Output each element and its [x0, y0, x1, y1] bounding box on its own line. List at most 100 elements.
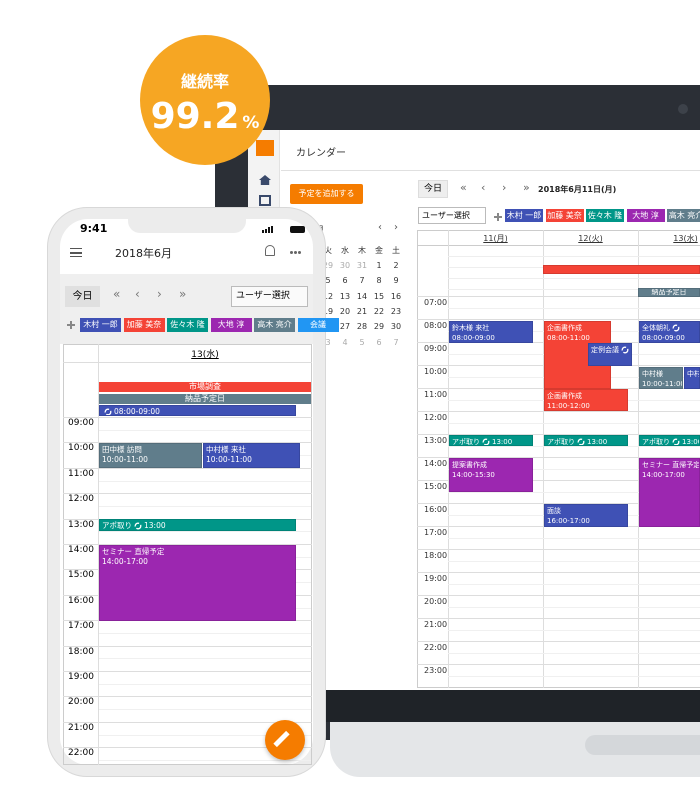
user-chip[interactable]: 佐々木 隆 [586, 209, 624, 222]
mini-day[interactable]: 29 [322, 261, 334, 270]
nav-button[interactable]: ‹ [481, 181, 486, 194]
app-title: カレンダー [296, 148, 346, 159]
user-chip[interactable]: 高木 亮介 [254, 318, 295, 332]
user-chip[interactable]: 加藤 美奈 [545, 209, 584, 222]
event[interactable]: 企画書作成 11:00-12:00 [544, 389, 628, 411]
mini-day[interactable]: 7 [393, 337, 399, 347]
mini-day[interactable]: 5 [325, 276, 331, 286]
nav-button[interactable]: » [523, 181, 530, 194]
hour-label: 11:00 [68, 468, 94, 479]
mini-day[interactable]: 2 [393, 261, 399, 270]
user-chip[interactable]: 大地 淳 [626, 209, 665, 222]
mini-day[interactable]: 15 [373, 291, 385, 301]
event[interactable]: 面談 16:00-17:00 [544, 504, 628, 527]
event[interactable]: 中村様 10:00-11:00 [639, 367, 683, 389]
event[interactable]: 定例会議 [588, 343, 632, 366]
user-chip[interactable]: 会議 [297, 318, 339, 332]
hour-rule [417, 549, 700, 550]
user-select[interactable]: ユーザー選択 [231, 286, 308, 307]
event[interactable]: 提案書作成 14:00-15:30 [449, 458, 533, 492]
event[interactable]: 08:00-09:00 [99, 405, 296, 416]
mini-day[interactable]: 31 [356, 261, 368, 270]
half-hour-rule [448, 652, 700, 654]
mini-nav[interactable]: › [394, 222, 398, 233]
user-chip[interactable]: 大地 淳 [210, 318, 252, 332]
mini-day[interactable]: 6 [376, 337, 382, 347]
event[interactable]: アポ取り 13:00 [99, 519, 296, 531]
mini-day[interactable]: 30 [339, 261, 351, 270]
add-button[interactable]: 予定を追加する [290, 184, 363, 204]
mini-day[interactable]: 9 [393, 276, 399, 286]
nav-button[interactable]: « [460, 181, 467, 194]
signal-bar [262, 230, 264, 233]
half-hour-rule [448, 583, 700, 585]
mini-day[interactable]: 28 [356, 322, 368, 332]
nav-button[interactable]: « [113, 287, 121, 301]
hour-label: 17:00 [424, 528, 448, 537]
mini-nav[interactable]: ‹ [378, 222, 382, 233]
today-button[interactable]: 今日 [65, 286, 100, 307]
mini-day[interactable]: 13 [339, 291, 351, 301]
allday-event[interactable]: 納品予定日 [99, 394, 311, 404]
today-button[interactable]: 今日 [418, 180, 448, 198]
battery [290, 226, 305, 233]
menu-icon[interactable] [70, 248, 82, 257]
nav-button[interactable]: › [157, 287, 162, 301]
mini-day[interactable]: 5 [359, 337, 365, 347]
event-time: 13:00 [144, 521, 166, 530]
user-chip[interactable]: 木村 一郎 [80, 318, 121, 332]
event[interactable]: アポ取り 13:00 [639, 435, 700, 446]
mini-day[interactable]: 23 [390, 306, 402, 316]
allday-event[interactable]: 市場調査 [99, 382, 311, 392]
event[interactable]: 中村様 来社 10:00-11:00 [203, 443, 300, 468]
bell-icon[interactable] [265, 245, 275, 256]
user-chip[interactable]: 加藤 美奈 [123, 318, 165, 332]
mini-day[interactable]: 3 [325, 337, 331, 347]
mini-day[interactable]: 8 [376, 276, 382, 286]
edit-fab[interactable] [265, 720, 305, 760]
event[interactable]: 全体朝礼 08:00-09:00 [639, 321, 700, 343]
mini-day[interactable]: 4 [342, 337, 348, 347]
half-hour-rule [448, 537, 700, 539]
event[interactable]: アポ取り 13:00 [544, 435, 628, 446]
event[interactable]: 中村 [684, 367, 700, 389]
user-chip[interactable]: 木村 一郎 [505, 209, 543, 222]
mini-day[interactable]: 14 [356, 291, 368, 301]
hour-rule [63, 671, 312, 672]
more-dot [294, 251, 297, 254]
hour-label: 20:00 [424, 597, 448, 606]
hour-label: 15:00 [68, 570, 94, 581]
event[interactable]: 田中様 訪問 10:00-11:00 [99, 443, 202, 468]
mini-day[interactable]: 16 [390, 291, 402, 301]
event[interactable]: 鈴木様 来社 08:00-09:00 [449, 321, 533, 343]
user-chip[interactable]: 佐々木 隆 [167, 318, 208, 332]
hour-rule [417, 319, 700, 320]
mini-day[interactable]: 29 [373, 322, 385, 332]
badge [140, 35, 270, 165]
mini-day[interactable]: 6 [342, 276, 348, 286]
mini-day[interactable]: 1 [376, 261, 382, 270]
nav-button[interactable]: › [502, 181, 507, 194]
event[interactable]: セミナー 直帰予定 14:00-17:00 [639, 458, 700, 527]
user-chip[interactable]: 高木 亮介 [667, 209, 700, 222]
nav-button[interactable]: ‹ [135, 287, 140, 301]
event[interactable]: 納品予定日 [638, 288, 700, 297]
mini-day[interactable]: 22 [373, 306, 385, 316]
mini-day[interactable]: 12 [322, 291, 334, 301]
user-select[interactable]: ユーザー選択 [418, 207, 486, 224]
logo [256, 140, 274, 156]
mini-day[interactable]: 7 [359, 276, 365, 286]
mini-day[interactable]: 19 [322, 306, 334, 316]
event-time: 11:00-12:00 [547, 402, 590, 410]
mini-day[interactable]: 21 [356, 306, 368, 316]
mini-weekday: 木 [358, 246, 366, 255]
event[interactable]: セミナー 直帰予定 14:00-17:00 [99, 545, 296, 621]
mini-day[interactable]: 20 [339, 306, 351, 316]
event[interactable]: アポ取り 13:00 [449, 435, 533, 446]
nav-button[interactable]: » [179, 287, 187, 301]
badge-value: 99.2% [140, 96, 270, 137]
event[interactable] [543, 265, 700, 274]
mini-day[interactable]: 30 [390, 322, 402, 332]
hour-rule [63, 747, 312, 749]
mini-day[interactable]: 27 [339, 322, 351, 332]
